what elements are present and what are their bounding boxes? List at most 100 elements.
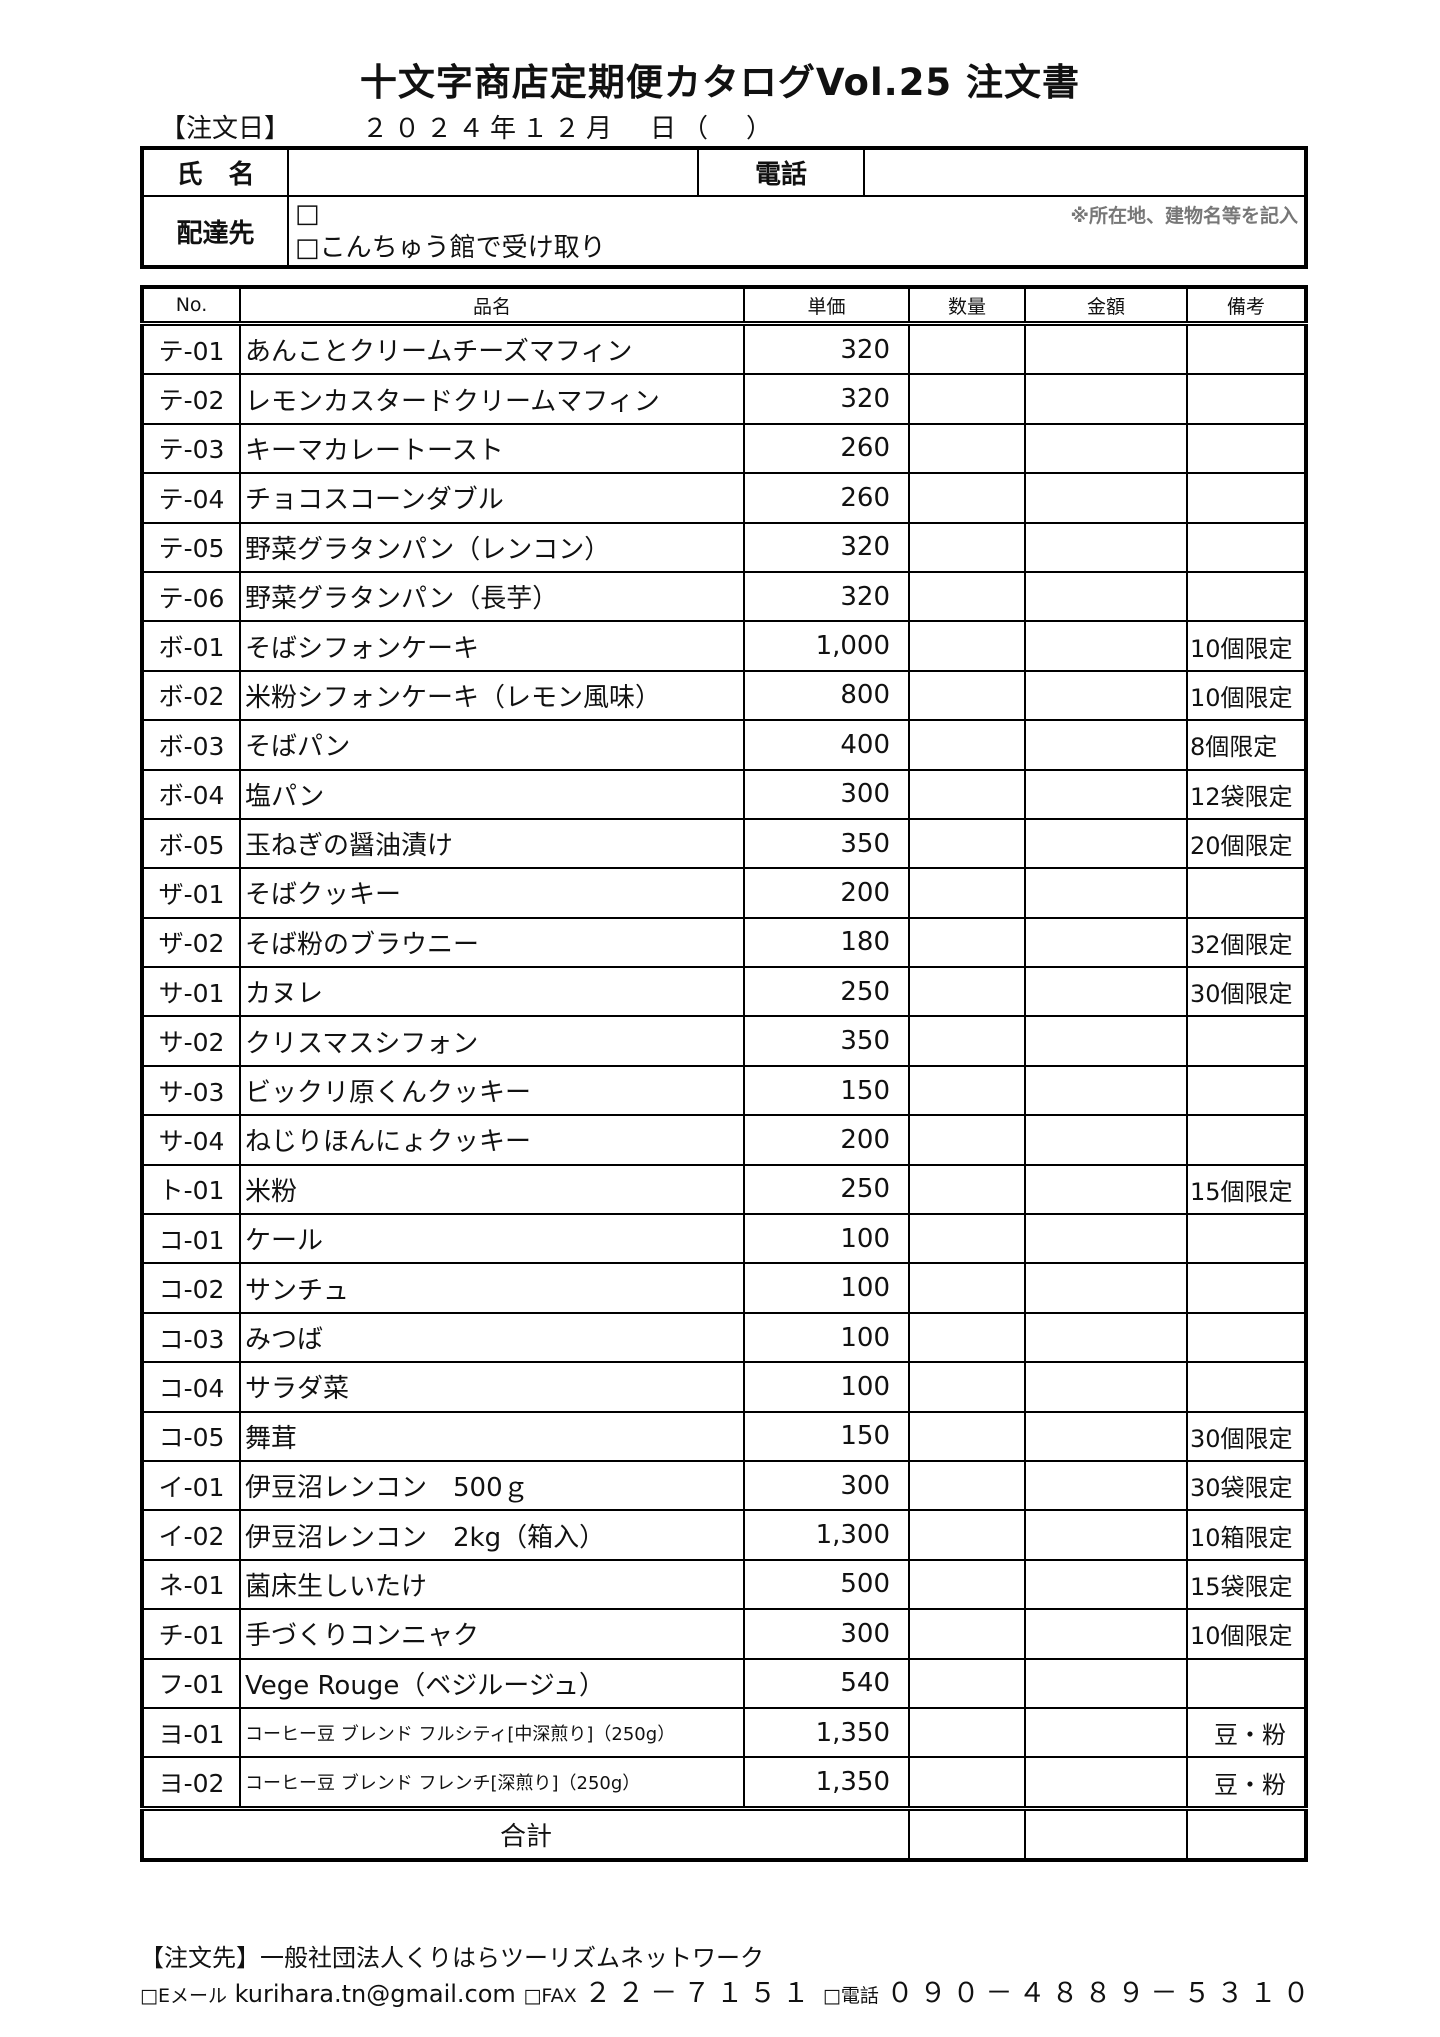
amount-cell[interactable]: [1024, 1213, 1188, 1265]
quantity-cell[interactable]: [908, 966, 1026, 1018]
quantity-cell[interactable]: [908, 570, 1026, 623]
table-row: ボ-03 そばパン 400 8個限定: [141, 719, 1307, 771]
table-row: イ-02 伊豆沼レンコン 2kg（箱入） 1,300 10箱限定: [141, 1509, 1307, 1561]
quantity-cell[interactable]: [908, 1410, 1026, 1462]
name-field[interactable]: [287, 147, 699, 197]
quantity-cell[interactable]: [908, 322, 1026, 376]
amount-cell[interactable]: [1024, 322, 1188, 376]
quantity-cell[interactable]: [908, 669, 1026, 722]
quantity-cell[interactable]: [908, 1608, 1026, 1660]
quantity-cell[interactable]: [908, 1015, 1026, 1067]
quantity-cell[interactable]: [908, 1262, 1026, 1314]
quantity-cell[interactable]: [908, 817, 1026, 870]
amount-cell[interactable]: [1024, 966, 1188, 1018]
total-quantity[interactable]: [908, 1805, 1026, 1861]
quantity-cell[interactable]: [908, 472, 1026, 524]
item-note: [1186, 322, 1307, 376]
quantity-cell[interactable]: [908, 1163, 1026, 1216]
delivery-address-checkbox[interactable]: □: [295, 199, 320, 229]
quantity-cell[interactable]: [908, 768, 1026, 820]
amount-cell[interactable]: [1024, 373, 1188, 425]
item-note: [1186, 422, 1307, 475]
table-row: テ-03 キーマカレートースト 260: [141, 422, 1307, 475]
quantity-cell[interactable]: [908, 1756, 1026, 1810]
item-no: テ-04: [141, 472, 241, 524]
amount-cell[interactable]: [1024, 817, 1188, 870]
quantity-cell[interactable]: [908, 1706, 1026, 1759]
quantity-cell[interactable]: [908, 1459, 1026, 1512]
amount-cell[interactable]: [1024, 521, 1188, 573]
item-name: ビックリ原くんクッキー: [239, 1064, 745, 1117]
amount-cell[interactable]: [1024, 1756, 1188, 1810]
item-name: 伊豆沼レンコン 500ｇ: [239, 1459, 745, 1512]
quantity-cell[interactable]: [908, 1657, 1026, 1709]
delivery-field[interactable]: □ □こんちゅう館で受け取り ※所在地、建物名等を記入: [287, 195, 1307, 268]
amount-cell[interactable]: [1024, 1311, 1188, 1364]
quantity-cell[interactable]: [908, 521, 1026, 573]
quantity-cell[interactable]: [908, 373, 1026, 425]
table-row: チ-01 手づくりコンニャク 300 10個限定: [141, 1608, 1307, 1660]
amount-cell[interactable]: [1024, 570, 1188, 623]
amount-cell[interactable]: [1024, 1361, 1188, 1413]
total-amount[interactable]: [1024, 1805, 1188, 1861]
quantity-cell[interactable]: [908, 916, 1026, 969]
amount-cell[interactable]: [1024, 1657, 1188, 1709]
quantity-cell[interactable]: [908, 422, 1026, 475]
amount-cell[interactable]: [1024, 1163, 1188, 1216]
table-row: コ-05 舞茸 150 30個限定: [141, 1410, 1307, 1462]
amount-cell[interactable]: [1024, 422, 1188, 475]
amount-cell[interactable]: [1024, 1608, 1188, 1660]
item-name: そば粉のブラウニー: [239, 916, 745, 969]
item-price: 250: [743, 1163, 910, 1216]
amount-cell[interactable]: [1024, 669, 1188, 722]
item-no: ボ-03: [141, 719, 241, 771]
amount-cell[interactable]: [1024, 1114, 1188, 1166]
amount-cell[interactable]: [1024, 1459, 1188, 1512]
amount-cell[interactable]: [1024, 1015, 1188, 1067]
amount-cell[interactable]: [1024, 472, 1188, 524]
item-no: イ-01: [141, 1459, 241, 1512]
amount-cell[interactable]: [1024, 1262, 1188, 1314]
amount-cell[interactable]: [1024, 1558, 1188, 1611]
item-no: サ-01: [141, 966, 241, 1018]
amount-cell[interactable]: [1024, 1706, 1188, 1759]
item-price: 100: [743, 1311, 910, 1364]
amount-cell[interactable]: [1024, 916, 1188, 969]
amount-cell[interactable]: [1024, 1509, 1188, 1561]
order-date-label: 【注文日】: [160, 114, 291, 144]
item-name: 舞茸: [239, 1410, 745, 1462]
amount-cell[interactable]: [1024, 719, 1188, 771]
table-row: テ-06 野菜グラタンパン（長芋） 320: [141, 570, 1307, 623]
item-no: ザ-02: [141, 916, 241, 969]
item-no: サ-03: [141, 1064, 241, 1117]
amount-cell[interactable]: [1024, 1410, 1188, 1462]
amount-cell[interactable]: [1024, 768, 1188, 820]
email-link[interactable]: kurihara.tn@gmail.com: [234, 1980, 516, 2008]
phone-field[interactable]: [863, 147, 1307, 197]
quantity-cell[interactable]: [908, 1064, 1026, 1117]
quantity-cell[interactable]: [908, 1311, 1026, 1364]
item-no: サ-04: [141, 1114, 241, 1166]
item-price: 260: [743, 472, 910, 524]
item-price: 150: [743, 1410, 910, 1462]
item-name: そばパン: [239, 719, 745, 771]
item-name: 野菜グラタンパン（レンコン）: [239, 521, 745, 573]
quantity-cell[interactable]: [908, 1558, 1026, 1611]
item-name: あんことクリームチーズマフィン: [239, 322, 745, 376]
quantity-cell[interactable]: [908, 1361, 1026, 1413]
item-price: 300: [743, 1459, 910, 1512]
amount-cell[interactable]: [1024, 867, 1188, 919]
quantity-cell[interactable]: [908, 867, 1026, 919]
quantity-cell[interactable]: [908, 719, 1026, 771]
item-note: [1186, 867, 1307, 919]
quantity-cell[interactable]: [908, 1213, 1026, 1265]
item-price: 100: [743, 1213, 910, 1265]
amount-cell[interactable]: [1024, 1064, 1188, 1117]
quantity-cell[interactable]: [908, 1114, 1026, 1166]
amount-cell[interactable]: [1024, 620, 1188, 672]
quantity-cell[interactable]: [908, 1509, 1026, 1561]
quantity-cell[interactable]: [908, 620, 1026, 672]
item-note: 32個限定: [1186, 916, 1307, 969]
total-note[interactable]: [1186, 1805, 1307, 1861]
delivery-pickup-checkbox[interactable]: □こんちゅう館で受け取り: [295, 233, 606, 263]
